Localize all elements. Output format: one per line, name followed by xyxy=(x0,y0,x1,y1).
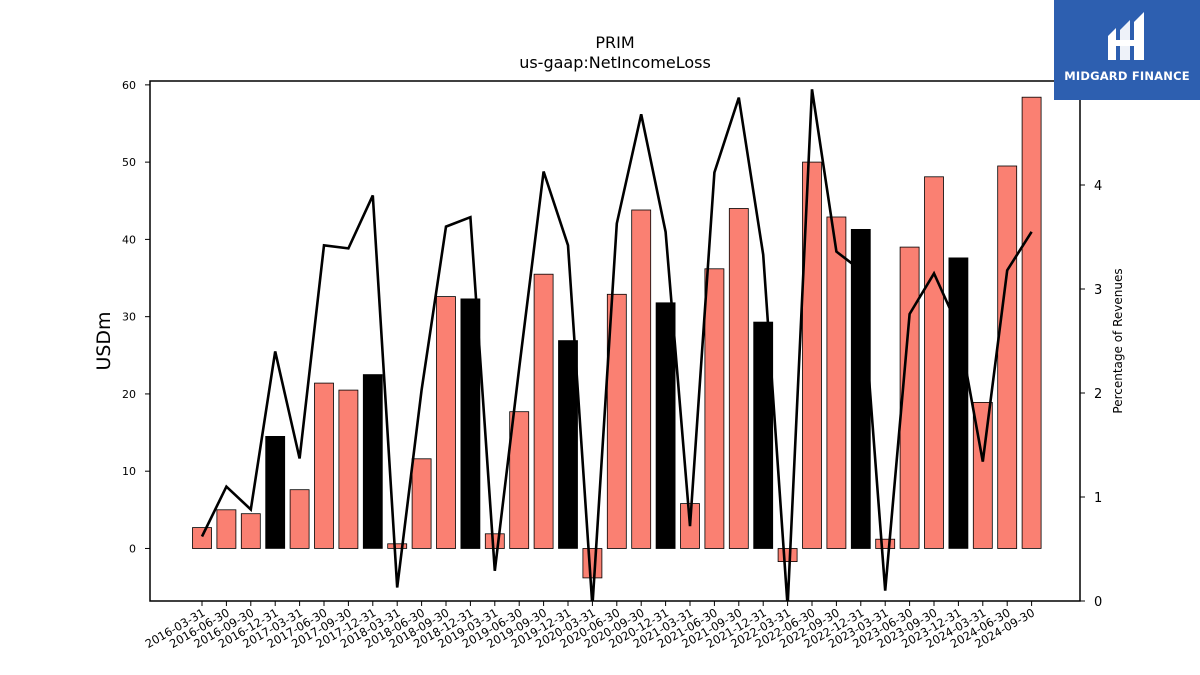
chart-subtitle: us-gaap:NetIncomeLoss xyxy=(519,53,711,72)
bar xyxy=(265,435,286,549)
bar xyxy=(289,489,310,549)
bar xyxy=(777,548,798,563)
y-right-tick-label: 1 xyxy=(1094,491,1102,506)
series-line xyxy=(200,89,1033,601)
bar xyxy=(655,302,676,549)
bar xyxy=(436,296,456,549)
y-axis-label: USDm xyxy=(93,311,115,370)
bar xyxy=(899,246,920,549)
bar xyxy=(728,208,749,549)
bar xyxy=(216,509,237,549)
bar xyxy=(387,543,408,549)
bar xyxy=(753,321,774,549)
y-right-tick-label: 3 xyxy=(1094,283,1102,298)
bar xyxy=(338,389,359,549)
bar xyxy=(411,458,432,549)
y-tick-label: 30 xyxy=(122,311,136,324)
plot-frame xyxy=(149,80,1081,602)
bar xyxy=(802,161,822,549)
y-tick-label: 20 xyxy=(122,388,136,401)
bar xyxy=(192,527,212,549)
logo-text: MIDGARD FINANCE xyxy=(1064,69,1190,83)
bar xyxy=(631,209,652,549)
bar xyxy=(362,374,383,549)
y-right-tick-label: 2 xyxy=(1094,387,1102,402)
bar xyxy=(1021,96,1042,549)
y-right-tick-label: 0 xyxy=(1094,595,1102,610)
bar xyxy=(240,513,261,549)
bar xyxy=(924,176,944,549)
y-axis-right-label: Percentage of Revenues xyxy=(1111,268,1125,413)
logo-mark-icon xyxy=(1108,12,1144,60)
y-right-tick-label: 4 xyxy=(1094,179,1102,194)
bar xyxy=(533,273,554,549)
y-tick-label: 60 xyxy=(122,79,136,92)
bar xyxy=(558,340,578,549)
bar xyxy=(826,216,847,549)
chart-title: PRIM xyxy=(595,33,634,52)
y-tick-label: 40 xyxy=(122,233,136,246)
bar xyxy=(997,165,1018,549)
brand-logo: MIDGARD FINANCE xyxy=(1054,0,1200,100)
bar xyxy=(509,411,530,549)
y-tick-label: 0 xyxy=(129,542,136,555)
y-tick-label: 10 xyxy=(122,465,136,478)
bar xyxy=(948,257,969,549)
bar xyxy=(484,533,505,549)
bar xyxy=(704,268,725,549)
bar xyxy=(582,548,603,579)
y-tick-label: 50 xyxy=(122,156,136,169)
bar xyxy=(606,293,627,549)
bar xyxy=(460,298,481,549)
bar xyxy=(314,382,334,549)
bar xyxy=(875,538,896,549)
